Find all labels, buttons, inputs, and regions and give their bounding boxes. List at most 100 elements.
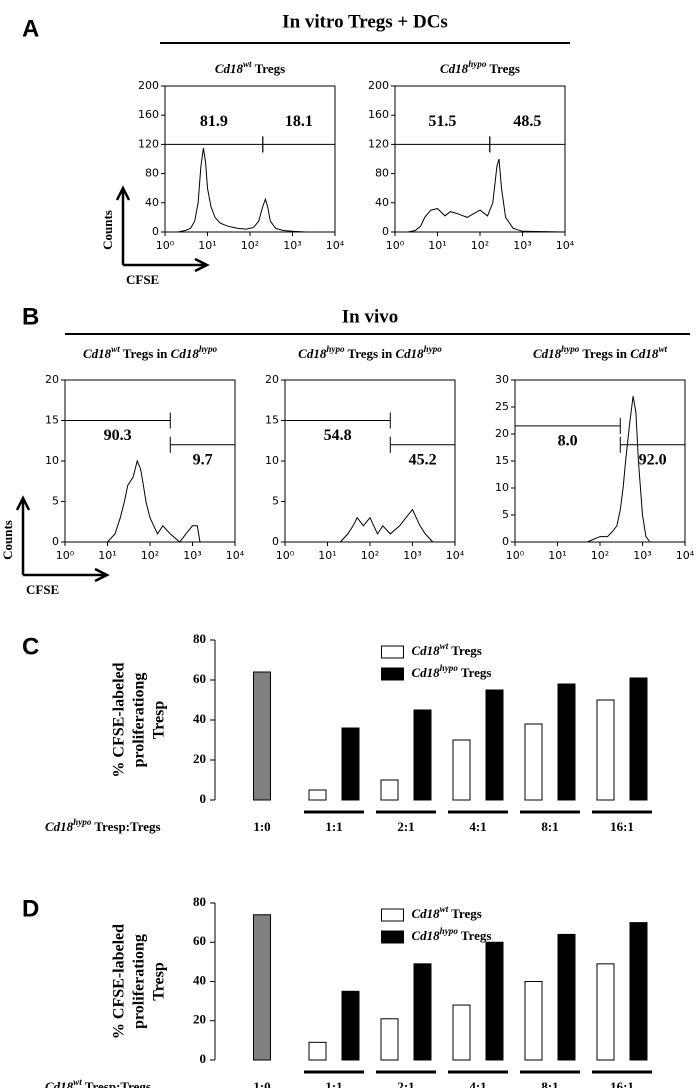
y-axis-label: Tresp	[151, 701, 168, 740]
histogram-line	[587, 396, 651, 543]
text-part: Cd18	[533, 346, 562, 361]
bar	[524, 723, 543, 801]
gate-label: 48.5	[513, 113, 541, 130]
x-tick-label: 10²	[141, 549, 159, 562]
chart-title: Cd18hypo Tregs in Cd18wt	[533, 344, 668, 361]
y-tick-label: 80	[145, 167, 159, 180]
y-tick-label: 5	[272, 495, 279, 508]
bar	[341, 727, 360, 801]
x-tick-label: 10⁰	[156, 239, 175, 252]
bar	[452, 1004, 471, 1061]
y-tick-label: 10	[495, 481, 509, 494]
x-tick-label: 10¹	[198, 239, 216, 252]
bar	[380, 779, 399, 801]
text-part: Cd18	[45, 1079, 74, 1088]
x-tick-label: 10⁰	[386, 239, 405, 252]
panel-letter: A	[22, 15, 39, 42]
bar	[341, 990, 360, 1061]
y-tick-label: 120	[368, 137, 389, 150]
gate-label: 90.3	[104, 427, 132, 444]
text-part: wt	[111, 344, 120, 354]
gate-label: 51.5	[428, 113, 456, 130]
y-tick-label: 160	[368, 108, 389, 121]
y-axis-label: proliferationg	[131, 934, 148, 1029]
y-tick-label: 200	[368, 79, 389, 92]
text-part: hypo	[199, 344, 218, 354]
y-tick-label: 40	[375, 196, 389, 209]
text-part: wt	[658, 344, 667, 354]
x-tick-label: 10³	[283, 239, 301, 252]
y-tick-label: 0	[382, 225, 389, 238]
x-tick-label: 1:0	[253, 1079, 270, 1088]
y-tick-label: 40	[193, 711, 206, 726]
x-tick-label: 1:1	[325, 819, 342, 834]
text-part: Tregs in	[120, 346, 171, 361]
y-tick-label: 0	[200, 791, 207, 806]
x-tick-label: 2:1	[397, 1079, 414, 1088]
text-part: Cd18	[412, 928, 441, 943]
y-tick-label: 60	[193, 933, 206, 948]
panel-letter: B	[22, 303, 39, 330]
bar	[485, 941, 504, 1061]
text-part: Tregs	[448, 906, 482, 921]
y-tick-label: 80	[193, 631, 206, 646]
bar	[629, 922, 648, 1061]
histogram-line	[165, 148, 335, 233]
panel-letter: D	[22, 895, 39, 922]
text-part: Cd18	[83, 346, 112, 361]
x-tick-label: 10²	[591, 549, 609, 562]
y-axis-label: Counts	[0, 520, 15, 560]
x-tick-label: 2:1	[397, 819, 414, 834]
y-tick-label: 200	[138, 79, 159, 92]
x-tick-label: 16:1	[610, 1079, 634, 1088]
x-tick-label: 10⁴	[326, 239, 345, 252]
x-tick-label: 8:1	[541, 1079, 558, 1088]
panel-title: In vivo	[342, 306, 399, 327]
text-part: wt	[440, 904, 449, 914]
x-tick-label: 10³	[403, 549, 421, 562]
text-part: hypo	[326, 344, 345, 354]
bar	[557, 683, 576, 801]
gate-label: 81.9	[200, 113, 228, 130]
text-part: Cd18	[171, 346, 200, 361]
y-tick-label: 5	[52, 495, 59, 508]
x-tick-label: 8:1	[541, 819, 558, 834]
x-tick-label: 10³	[633, 549, 651, 562]
x-tick-label: 1:1	[325, 1079, 342, 1088]
y-tick-label: 0	[200, 1051, 207, 1066]
x-tick-label: 10³	[183, 549, 201, 562]
text-part: hypo	[468, 59, 487, 69]
x-tick-label: 10¹	[428, 239, 446, 252]
text-part: Tregs	[448, 643, 482, 658]
bar	[596, 699, 615, 801]
x-tick-label: 10²	[241, 239, 259, 252]
text-part: Cd18	[298, 346, 327, 361]
x-axis-label: CFSE	[26, 582, 59, 597]
axis-arrow	[115, 185, 210, 273]
x-tick-label: 10⁰	[506, 549, 525, 562]
x-axis-label: Cd18hypo Tresp:Tregs	[45, 817, 161, 834]
gate-label: 9.7	[193, 451, 213, 468]
text-part: wt	[440, 641, 449, 651]
histogram-line	[107, 459, 206, 543]
text-part: hypo	[73, 817, 92, 827]
text-part: hypo	[440, 663, 459, 673]
legend-swatch	[381, 930, 404, 944]
chart-title: Cd18hypo Tregs	[440, 59, 520, 76]
text-part: Tresp:Tregs	[82, 1079, 151, 1088]
x-tick-label: 10¹	[98, 549, 116, 562]
text-part: Tregs	[486, 61, 520, 76]
bar	[629, 677, 648, 801]
text-part: Cd18	[395, 346, 424, 361]
y-axis-label: % CFSE-labeled	[111, 662, 128, 777]
x-tick-label: 10⁴	[676, 549, 695, 562]
y-tick-label: 15	[495, 454, 509, 467]
x-tick-label: 10³	[513, 239, 531, 252]
y-tick-label: 40	[193, 972, 206, 987]
bar	[308, 1041, 327, 1061]
x-tick-label: 10⁰	[276, 549, 295, 562]
text-part: hypo	[561, 344, 580, 354]
bar	[253, 914, 271, 1061]
text-part: wt	[243, 59, 252, 69]
gate-label: 92.0	[639, 451, 667, 468]
